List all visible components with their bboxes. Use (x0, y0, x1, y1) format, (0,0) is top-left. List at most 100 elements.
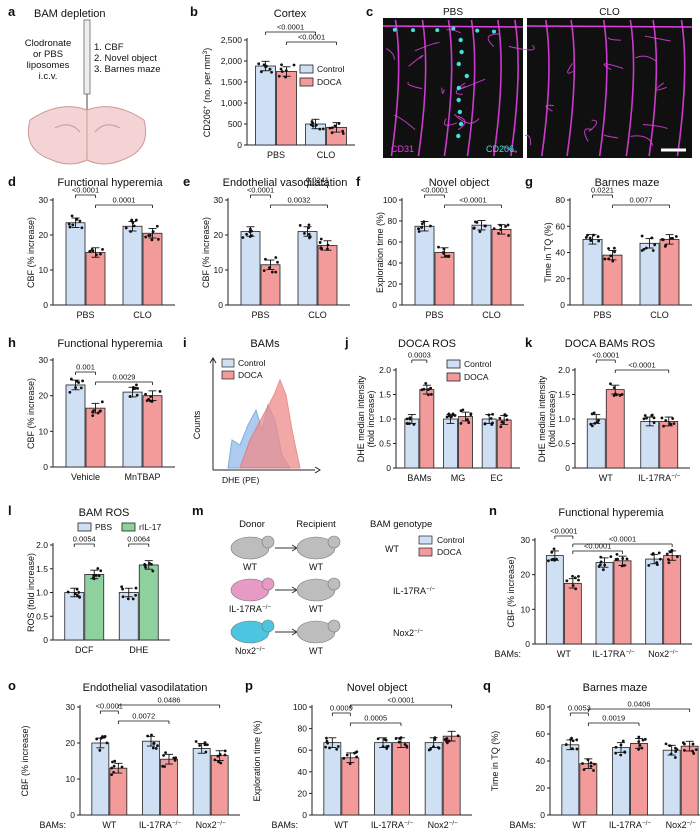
y-tick-label: 1.0 (558, 414, 570, 424)
cd206-cell (457, 109, 463, 115)
data-point (173, 758, 177, 762)
y-axis-label: CD206+ (no. per mm3) (202, 48, 213, 137)
p-value-label: <0.0001 (247, 186, 274, 195)
x-tick-label: CLO (482, 310, 501, 320)
data-point (429, 224, 432, 228)
data-point (250, 234, 254, 238)
drug-label: Clodronate (25, 38, 71, 49)
legend-swatch (446, 359, 461, 369)
y-axis-label: (fold increase) (547, 390, 557, 447)
data-point (607, 257, 610, 261)
data-point (683, 748, 686, 752)
data-point (319, 237, 323, 241)
data-point (381, 745, 385, 748)
bar-control (662, 749, 681, 816)
data-point (570, 747, 574, 750)
capillary (642, 123, 668, 129)
data-point (145, 399, 149, 403)
data-point (405, 417, 409, 421)
data-point (311, 124, 315, 128)
bar-doca (142, 395, 163, 468)
x-axis-label: DHE (PE) (222, 475, 259, 485)
data-point (135, 383, 138, 387)
data-point (592, 233, 596, 237)
data-point (609, 382, 612, 386)
y-tick-label: 20 (388, 279, 398, 289)
data-point (444, 254, 448, 258)
data-point (204, 750, 208, 754)
capillary (630, 135, 654, 146)
data-point (582, 768, 586, 772)
bar-control (645, 558, 664, 645)
capillary (386, 48, 395, 60)
bar-doca (602, 254, 623, 306)
y-tick-label: 0 (237, 140, 242, 150)
data-point (499, 223, 502, 227)
recipient-header: Recipient (296, 519, 336, 530)
x-tick-label: MnTBAP (124, 472, 160, 482)
data-point (650, 236, 654, 240)
data-point (135, 393, 139, 397)
data-point (80, 226, 84, 230)
x-tick-label: Nox2−/− (648, 649, 678, 659)
data-point (73, 592, 77, 595)
y-tick-label: 20 (298, 788, 308, 798)
y-tick-label: 1,500 (221, 77, 243, 87)
bam-genotype-label: WT (385, 544, 399, 554)
data-point (75, 587, 79, 591)
data-point (101, 248, 104, 251)
cd206-cell (464, 73, 470, 79)
pial-surface (526, 25, 693, 28)
legend-swatch (121, 522, 136, 532)
legend-label: Control (464, 359, 492, 369)
y-tick-label: 40 (298, 767, 308, 777)
data-point (405, 422, 409, 426)
data-point (152, 741, 156, 745)
y-tick-label: 20 (214, 230, 224, 240)
data-point (307, 226, 310, 230)
bar-control (471, 224, 492, 306)
panel-title-d: Functional hyperemia (57, 177, 163, 189)
data-point (616, 557, 619, 561)
data-point (445, 415, 449, 419)
panel-letter-a: a (8, 4, 16, 19)
data-point (574, 587, 578, 591)
vessel (466, 19, 476, 157)
bam-genotype-label: Nox2−/− (393, 628, 423, 638)
bar-doca (659, 238, 680, 306)
data-point (99, 252, 102, 256)
p-value-label: 0.0032 (288, 196, 311, 205)
y-axis-label: DHE median intensity (537, 375, 547, 462)
cd206-cell (491, 29, 496, 34)
data-point (276, 260, 279, 264)
data-point (459, 421, 463, 425)
y-tick-label: 0 (525, 639, 530, 649)
bar-control (424, 742, 443, 816)
capillary (567, 63, 574, 74)
data-point (77, 591, 81, 594)
data-point (121, 587, 125, 591)
chart-p: 0 20 40 60 80 100 Exploration time (%) WT IL-17R… (252, 696, 472, 830)
data-point (577, 578, 580, 582)
panel-letter-k: k (525, 335, 533, 350)
capillary (524, 134, 532, 146)
data-point (662, 424, 665, 428)
donor-genotype-label: IL-17RA−/− (229, 604, 271, 614)
capillary (443, 118, 458, 126)
data-point (601, 568, 605, 572)
bar-control (481, 418, 497, 469)
capillary (584, 128, 593, 142)
data-point (603, 257, 607, 261)
y-tick-label: 10 (39, 265, 49, 275)
data-point (270, 70, 273, 74)
data-point (668, 744, 672, 748)
x-tick-label: WT (334, 820, 348, 830)
brain-icon (27, 106, 147, 165)
p-value-label: 0.0241 (306, 176, 329, 185)
data-point (420, 226, 424, 229)
data-point (399, 736, 403, 740)
data-point (67, 222, 71, 226)
data-point (112, 771, 116, 774)
drug-label: or PBS (33, 49, 63, 60)
